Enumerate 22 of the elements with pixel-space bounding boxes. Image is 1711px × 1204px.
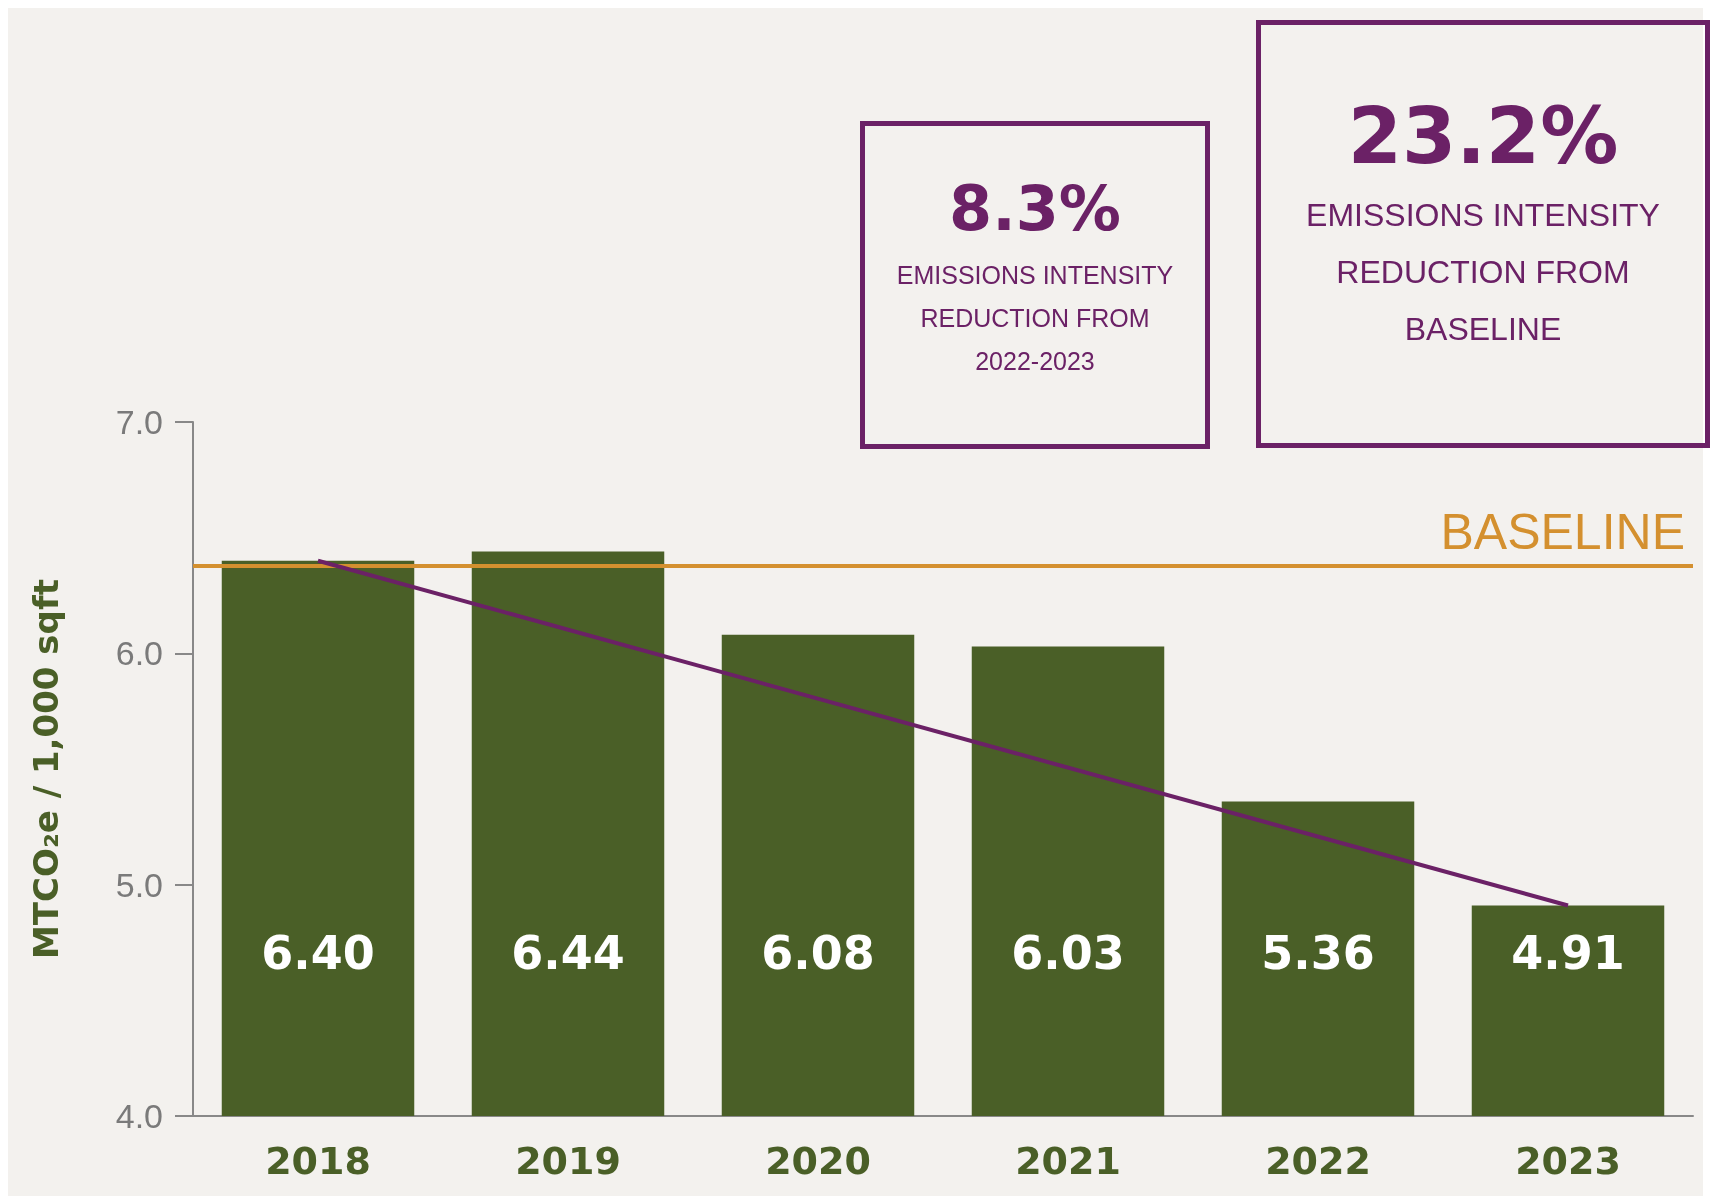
text: 8.3% <box>948 172 1122 245</box>
y-tick-label: 7.0 <box>115 403 163 441</box>
data-label: 6.03 <box>1011 926 1125 980</box>
text: EMISSIONS INTENSITY REDUCTION FROM 2022-2023 <box>895 260 1175 377</box>
y-tick-label: 5.0 <box>115 865 163 904</box>
y-axis-title: MTCO₂e / 1,000 sqft <box>26 579 66 959</box>
x-tick-label: 2023 <box>1515 1139 1621 1183</box>
text: 23.2% <box>1346 91 1620 181</box>
x-tick-label: 2021 <box>1015 1139 1121 1183</box>
x-tick-label: 2022 <box>1265 1139 1371 1183</box>
data-label: 6.44 <box>511 926 625 980</box>
data-label: 4.91 <box>1511 926 1625 980</box>
ref-line-label: BASELINE <box>1440 504 1685 561</box>
y-tick-label: 4.0 <box>115 1097 163 1135</box>
x-tick-label: 2019 <box>515 1139 621 1183</box>
x-tick-label: 2020 <box>765 1139 871 1183</box>
data-label: 6.40 <box>261 926 375 980</box>
text: EMISSIONS INTENSITY REDUCTION FROM BASELINE <box>1305 196 1661 349</box>
y-tick-label: 6.0 <box>115 634 163 673</box>
data-label: 5.36 <box>1261 926 1375 980</box>
data-label: 6.08 <box>761 926 875 980</box>
x-tick-label: 2018 <box>265 1139 371 1183</box>
